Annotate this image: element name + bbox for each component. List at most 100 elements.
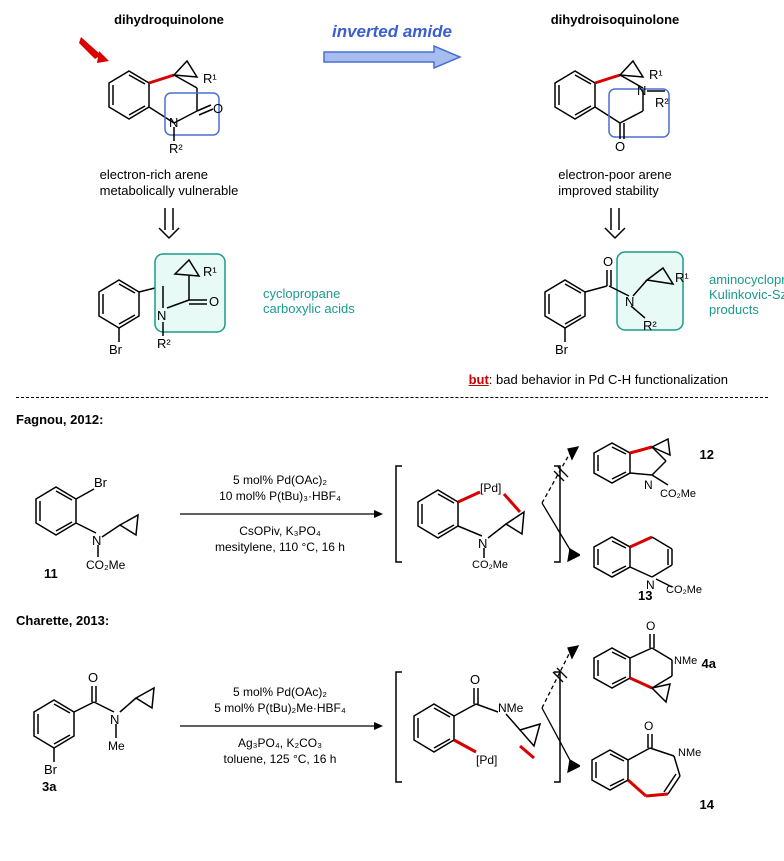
charette-block: Charette, 2013: Br O bbox=[16, 613, 768, 818]
svg-text:O: O bbox=[644, 719, 653, 733]
big-blue-arrow-icon bbox=[322, 42, 462, 72]
svg-text:Br: Br bbox=[94, 475, 108, 490]
svg-text:O: O bbox=[213, 101, 223, 116]
svg-text:N: N bbox=[110, 712, 119, 727]
left-title: dihydroquinolone bbox=[114, 12, 224, 27]
charette-cond-l1: 5 mol% Pd(OAc)₂ bbox=[170, 684, 390, 700]
fagnou-cond-l1: 5 mol% Pd(OAc)₂ bbox=[170, 472, 390, 488]
svg-text:CO₂Me: CO₂Me bbox=[660, 488, 696, 500]
svg-text:NMe: NMe bbox=[678, 747, 701, 759]
right-caption-line2: improved stability bbox=[558, 183, 671, 199]
right-precursor-labels: aminocyclopropanes Kulinkovic-Szymoniak … bbox=[709, 272, 784, 317]
top-center-column: inverted amide bbox=[322, 12, 462, 72]
red-arrow-icon bbox=[79, 37, 109, 63]
right-precursor-label-l1: aminocyclopropanes bbox=[709, 272, 784, 287]
charette-sm-number: 3a bbox=[42, 779, 56, 794]
fagnou-prod12-number: 12 bbox=[700, 447, 714, 462]
but-word: but bbox=[469, 372, 489, 387]
fagnou-conditions: 5 mol% Pd(OAc)₂ 10 mol% P(tBu)₃·HBF₄ CsO… bbox=[170, 472, 390, 555]
retrosynthesis-arrow-icon bbox=[154, 206, 184, 244]
fagnou-cond-l2: 10 mol% P(tBu)₃·HBF₄ bbox=[170, 488, 390, 504]
fagnou-products: N CO₂Me 12 bbox=[578, 433, 758, 595]
left-caption-line2: metabolically vulnerable bbox=[100, 183, 239, 199]
svg-text:CO₂Me: CO₂Me bbox=[86, 558, 126, 572]
charette-cond-l4: toluene, 125 °C, 16 h bbox=[170, 751, 390, 767]
svg-text:NMe: NMe bbox=[498, 701, 524, 715]
fagnou-block: Fagnou, 2012: Br N bbox=[16, 412, 768, 595]
svg-text:O: O bbox=[88, 670, 98, 685]
fagnou-cond-l3: CsOPiv, K₃PO₄ bbox=[170, 523, 390, 539]
branch-arrows-icon bbox=[540, 608, 580, 808]
right-precursor-label-l2: Kulinkovic-Szymoniak bbox=[709, 287, 784, 302]
charette-products: O NMe 4a bbox=[578, 634, 758, 818]
right-precursor-structure: Br O N R¹ bbox=[525, 246, 705, 366]
svg-text:NMe: NMe bbox=[674, 655, 697, 667]
right-caption-line1: electron-poor arene bbox=[558, 167, 671, 183]
branch-arrows-icon bbox=[540, 413, 580, 593]
svg-text:R²: R² bbox=[655, 95, 669, 110]
charette-cond-l3: Ag₃PO₄, K₂CO₃ bbox=[170, 735, 390, 751]
svg-text:N: N bbox=[157, 308, 166, 323]
fagnou-product-13-structure: N CO₂Me 13 bbox=[578, 507, 708, 595]
fagnou-cond-l4: mesitylene, 110 °C, 16 h bbox=[170, 539, 390, 555]
charette-conditions: 5 mol% Pd(OAc)₂ 5 mol% P(tBu)₂Me·HBF₄ Ag… bbox=[170, 684, 390, 767]
dihydroisoquinolone-structure: R¹ N O R² bbox=[525, 33, 705, 163]
svg-text:O: O bbox=[209, 294, 219, 309]
reaction-arrow-icon bbox=[178, 507, 383, 521]
svg-text:R²: R² bbox=[169, 141, 183, 156]
svg-text:Me: Me bbox=[108, 739, 125, 753]
left-precursor-label-l2: carboxylic acids bbox=[263, 301, 355, 316]
svg-text:Br: Br bbox=[109, 342, 123, 357]
charette-prod14-number: 14 bbox=[700, 797, 714, 812]
svg-text:[Pd]: [Pd] bbox=[480, 481, 501, 495]
svg-text:N: N bbox=[644, 478, 653, 492]
retrosynthesis-arrow-icon bbox=[600, 206, 630, 244]
fagnou-sm-number: 11 bbox=[44, 566, 58, 581]
fagnou-scheme: Br N CO₂Me 11 5 mol% Pd(OAc)₂ 10 mol% P(… bbox=[16, 433, 768, 595]
svg-text:O: O bbox=[646, 619, 655, 633]
left-precursor-labels: cyclopropane carboxylic acids bbox=[263, 286, 355, 316]
svg-text:CO₂Me: CO₂Me bbox=[472, 559, 508, 571]
charette-product-14-structure: O NMe 14 bbox=[578, 714, 708, 818]
right-captions: electron-poor arene improved stability bbox=[558, 167, 671, 200]
svg-text:R¹: R¹ bbox=[203, 264, 217, 279]
svg-text:O: O bbox=[615, 139, 625, 154]
charette-sm-structure: Br O N Me 3a bbox=[16, 656, 166, 796]
svg-text:N: N bbox=[637, 83, 646, 98]
left-caption-line1: electron-rich arene bbox=[100, 167, 239, 183]
charette-cond-l2: 5 mol% P(tBu)₂Me·HBF₄ bbox=[170, 700, 390, 716]
svg-text:CO₂Me: CO₂Me bbox=[666, 584, 702, 595]
reaction-arrow-icon bbox=[178, 719, 383, 733]
svg-text:N: N bbox=[478, 536, 487, 551]
svg-text:R²: R² bbox=[157, 336, 171, 351]
left-precursor-structure: Br R¹ N O R² bbox=[79, 246, 259, 366]
svg-text:R¹: R¹ bbox=[203, 71, 217, 86]
fagnou-prod13-number: 13 bbox=[638, 588, 652, 603]
right-title: dihydroisoquinolone bbox=[551, 12, 680, 27]
svg-text:Br: Br bbox=[44, 762, 58, 777]
svg-text:O: O bbox=[470, 672, 480, 687]
top-left-column: dihydroquinolone bbox=[16, 12, 322, 366]
left-captions: electron-rich arene metabolically vulner… bbox=[100, 167, 239, 200]
svg-text:R²: R² bbox=[643, 318, 657, 333]
fagnou-sm-structure: Br N CO₂Me 11 bbox=[16, 449, 166, 579]
inverted-amide-label: inverted amide bbox=[332, 22, 452, 42]
but-note: but: bad behavior in Pd C-H functionaliz… bbox=[16, 372, 768, 387]
charette-product-4a-structure: O NMe 4a bbox=[578, 612, 708, 708]
charette-intermediate-structure: O NMe [Pd] bbox=[394, 656, 564, 796]
but-rest: : bad behavior in Pd C-H functionalizati… bbox=[489, 372, 728, 387]
svg-text:N: N bbox=[92, 533, 101, 548]
charette-scheme: Br O N Me 3a bbox=[16, 634, 768, 818]
top-panel: dihydroquinolone bbox=[16, 12, 768, 366]
divider-dashed bbox=[16, 397, 768, 398]
left-precursor-label-l1: cyclopropane bbox=[263, 286, 355, 301]
dihydroquinolone-structure: R¹ N O R² bbox=[79, 33, 259, 163]
top-right-column: dihydroisoquinolone bbox=[462, 12, 768, 366]
fagnou-intermediate-structure: [Pd] N CO₂Me bbox=[394, 454, 564, 574]
svg-text:O: O bbox=[603, 254, 613, 269]
charette-prod4a-number: 4a bbox=[702, 656, 716, 671]
svg-text:R¹: R¹ bbox=[675, 270, 689, 285]
right-precursor-label-l3: products bbox=[709, 302, 784, 317]
fagnou-product-12-structure: N CO₂Me 12 bbox=[578, 413, 708, 501]
svg-text:Br: Br bbox=[555, 342, 569, 357]
